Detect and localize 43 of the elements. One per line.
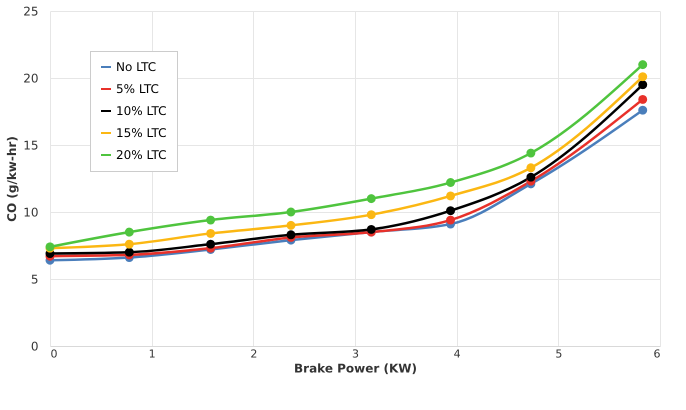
point <box>366 210 376 220</box>
point <box>638 94 648 104</box>
point <box>366 194 376 204</box>
point <box>124 248 134 257</box>
y-axis-title: CO (g/kw-hr) <box>5 136 20 222</box>
y-tick-label: 20 <box>23 72 38 86</box>
x-tick-label: 2 <box>250 348 258 360</box>
point <box>206 228 216 238</box>
point <box>446 206 456 216</box>
x-tick-label: 6 <box>654 348 660 360</box>
point <box>638 60 648 70</box>
point <box>286 230 296 240</box>
x-axis-title: Brake Power (KW) <box>294 362 417 376</box>
point <box>286 220 296 230</box>
point <box>124 228 134 237</box>
x-tick-label: 3 <box>352 348 359 360</box>
legend-label: 10% LTC <box>116 104 167 118</box>
y-tick-label: 15 <box>23 138 38 152</box>
point <box>526 172 536 182</box>
legend-label: 15% LTC <box>116 126 167 140</box>
point <box>446 191 456 200</box>
point <box>206 216 216 225</box>
legend-label: 20% LTC <box>116 148 167 162</box>
point <box>366 224 376 234</box>
x-tick-label: 0 <box>50 348 58 360</box>
x-tick-label: 1 <box>148 348 156 360</box>
x-tick-label: 5 <box>555 348 562 360</box>
point <box>286 208 296 216</box>
point <box>638 72 648 82</box>
legend-label: 5% LTC <box>116 82 159 96</box>
point <box>638 80 648 90</box>
point <box>206 240 216 249</box>
y-tick-label: 5 <box>30 272 38 286</box>
x-tick-label: 4 <box>454 348 461 360</box>
point <box>526 148 536 158</box>
legend-label: No LTC <box>116 60 156 74</box>
point <box>526 163 536 172</box>
point <box>446 216 456 225</box>
point <box>446 178 456 187</box>
point <box>638 106 648 115</box>
point <box>124 240 134 249</box>
y-tick-label: 25 <box>23 4 38 18</box>
y-tick-label: 10 <box>23 206 38 220</box>
